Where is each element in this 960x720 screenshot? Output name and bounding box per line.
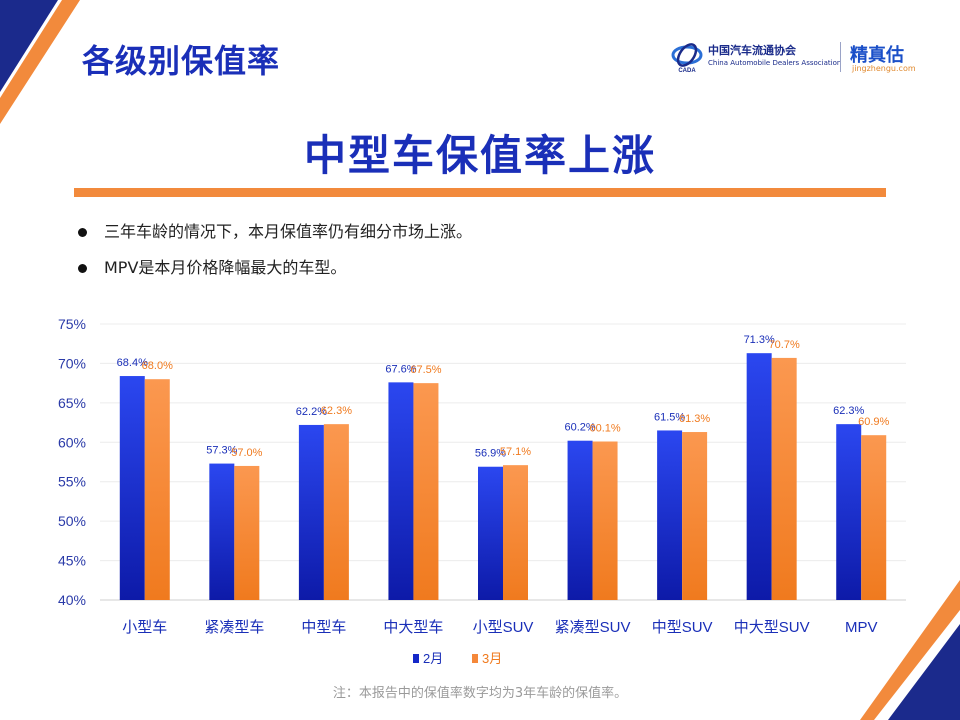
- x-tick-label: 小型SUV: [473, 619, 534, 636]
- legend-swatch: [472, 654, 478, 663]
- data-label: 62.2%: [296, 406, 327, 418]
- page-title: 各级别保值率: [82, 42, 281, 80]
- x-tick-label: 中大型SUV: [734, 619, 810, 636]
- data-label: 70.7%: [769, 339, 800, 351]
- x-tick-label: 紧凑型SUV: [555, 619, 631, 636]
- data-label: 61.3%: [679, 413, 710, 425]
- brand-name: 精真估: [850, 45, 904, 66]
- y-tick-label: 55%: [58, 474, 86, 490]
- association-name-en: China Automobile Dealers Association: [708, 59, 842, 67]
- bar: [388, 382, 414, 600]
- bar: [144, 379, 170, 600]
- data-label: 57.0%: [231, 447, 262, 459]
- cada-mark-text: CADA: [678, 68, 696, 74]
- bar: [413, 383, 439, 600]
- bar: [298, 424, 324, 600]
- footnote: 注：本报告中的保值率数字均为3年车龄的保值率。: [332, 686, 628, 701]
- legend-label: 2月: [423, 651, 443, 666]
- association-name-cn: 中国汽车流通协会: [708, 44, 796, 57]
- y-tick-label: 60%: [58, 434, 86, 450]
- bar: [119, 376, 145, 600]
- legend-swatch: [413, 654, 419, 663]
- y-tick-label: 50%: [58, 513, 86, 529]
- bullet-item: MPV是本月价格降幅最大的车型。: [78, 258, 472, 278]
- x-tick-label: 小型车: [122, 619, 167, 636]
- bar: [836, 424, 862, 600]
- y-tick-label: 40%: [58, 592, 86, 608]
- data-label: 57.1%: [500, 446, 531, 458]
- data-label: 56.9%: [475, 448, 506, 460]
- bar: [771, 357, 797, 600]
- legend-label: 3月: [482, 651, 502, 666]
- brand-url: jingzhengu.com: [852, 64, 916, 73]
- y-tick-label: 65%: [58, 395, 86, 411]
- data-label: 67.6%: [385, 363, 416, 375]
- bar: [478, 466, 503, 600]
- x-tick-label: 中大型车: [383, 619, 443, 636]
- data-label: 71.3%: [744, 334, 775, 346]
- bar: [592, 441, 618, 600]
- x-tick-label: 中型SUV: [652, 619, 713, 636]
- bar: [234, 465, 260, 600]
- headline: 中型车保值率上涨: [303, 131, 656, 180]
- headline-underline: [74, 188, 886, 197]
- data-label: 57.3%: [206, 445, 237, 457]
- cada-logo-icon: CADA: [671, 43, 703, 74]
- bar: [657, 430, 683, 600]
- bar: [323, 424, 349, 600]
- y-tick-label: 75%: [58, 316, 86, 332]
- x-tick-label: 紧凑型车: [204, 619, 264, 636]
- data-label: 60.1%: [589, 422, 620, 434]
- bar: [861, 435, 887, 600]
- data-label: 62.3%: [833, 405, 864, 417]
- data-label: 68.4%: [117, 357, 148, 369]
- x-tick-label: 中型车: [301, 619, 346, 636]
- data-label: 60.9%: [858, 416, 889, 428]
- data-label: 62.3%: [321, 405, 352, 417]
- bar: [567, 440, 593, 600]
- data-label: 68.0%: [142, 360, 173, 372]
- bar: [746, 353, 772, 600]
- data-label: 67.5%: [410, 364, 441, 376]
- logo-divider: [840, 42, 841, 72]
- data-label: 60.2%: [564, 422, 595, 434]
- bar: [503, 465, 528, 600]
- bullet-item: 三年车龄的情况下，本月保值率仍有细分市场上涨。: [78, 222, 472, 242]
- data-label: 61.5%: [654, 411, 685, 423]
- bar: [209, 463, 235, 600]
- logo-area: CADA 中国汽车流通协会 China Automobile Dealers A…: [670, 38, 930, 78]
- bar: [682, 432, 708, 600]
- bullet-list: 三年车龄的情况下，本月保值率仍有细分市场上涨。 MPV是本月价格降幅最大的车型。: [78, 222, 472, 294]
- y-tick-label: 45%: [58, 553, 86, 569]
- x-tick-label: MPV: [845, 619, 878, 636]
- y-tick-label: 70%: [58, 355, 86, 371]
